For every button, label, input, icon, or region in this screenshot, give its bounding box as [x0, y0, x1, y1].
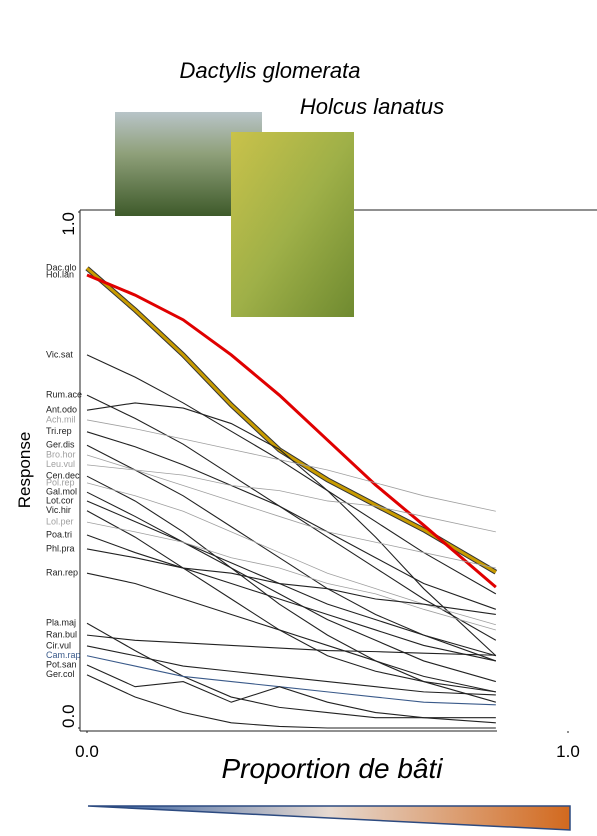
series-line — [86, 491, 497, 683]
series-line — [86, 482, 496, 626]
series-label: Bro.hor — [46, 449, 76, 459]
series-line — [86, 500, 497, 657]
series-label: Ach.mil — [46, 414, 76, 424]
series-line — [86, 548, 496, 616]
annotation: Dactylis glomerata — [180, 58, 361, 83]
series-line — [86, 419, 496, 512]
series-label: Vic.sat — [46, 349, 73, 359]
x-tick-label: 1.0 — [556, 742, 580, 761]
series-line — [86, 634, 496, 656]
series-label: Cir.vul — [46, 640, 71, 650]
series-label: Ran.bul — [46, 629, 77, 639]
series-line — [86, 431, 497, 610]
series-label: Phl.pra — [46, 543, 75, 553]
series-line — [86, 622, 496, 719]
series-line — [86, 402, 497, 657]
series-label: Ger.col — [46, 669, 75, 679]
series-line — [86, 454, 496, 569]
annotation: Holcus lanatus — [300, 94, 444, 119]
y-tick-label: 0.0 — [59, 704, 78, 728]
series-line — [86, 674, 496, 729]
series-line — [86, 273, 497, 589]
series-label: Dac.glo — [46, 263, 77, 273]
series-line — [86, 664, 496, 724]
series-line — [86, 521, 496, 631]
series-label: Ger.dis — [46, 440, 75, 450]
series-line — [86, 572, 496, 693]
y-axis-label: Response — [15, 432, 34, 509]
series-label: Pot.san — [46, 659, 77, 669]
series-label: Poa.tri — [46, 529, 72, 539]
series-label: Lol.per — [46, 516, 74, 526]
series-label: Cam.rap — [46, 650, 81, 660]
x-axis-label: Proportion de bâti — [221, 753, 443, 784]
gradient-arrow — [87, 805, 571, 831]
series-label: Vic.hir — [46, 505, 71, 515]
series-line — [86, 534, 496, 662]
series-label: Pol.rep — [46, 477, 75, 487]
series-label: Gal.mol — [46, 487, 77, 497]
series-label: Lot.cor — [46, 495, 74, 505]
y-tick-label: 1.0 — [59, 212, 78, 236]
series-label: Ran.rep — [46, 568, 78, 578]
x-tick-label: 0.0 — [75, 742, 99, 761]
series-label: Tri.rep — [46, 426, 72, 436]
series-label: Leu.vul — [46, 459, 75, 469]
series-line — [86, 464, 496, 533]
series-line — [86, 475, 497, 703]
series-line — [86, 655, 496, 706]
series-label: Hol.lan — [46, 269, 74, 279]
plot-area — [85, 266, 498, 729]
series-label: Ant.odo — [46, 405, 77, 415]
series-line — [86, 645, 496, 696]
series-label: Rum.ace — [46, 390, 82, 400]
series-line — [86, 444, 497, 662]
photo-holcus — [231, 132, 354, 317]
series-label: Cen.dec — [46, 471, 80, 481]
series-label: Pla.maj — [46, 618, 76, 628]
